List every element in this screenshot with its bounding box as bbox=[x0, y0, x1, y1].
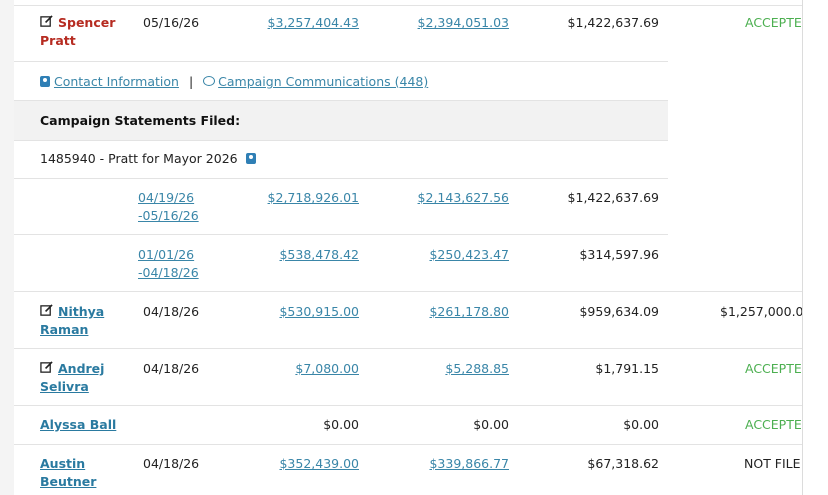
contributions-link[interactable]: $3,257,404.43 bbox=[267, 15, 359, 30]
row-divider bbox=[14, 291, 802, 292]
date-cell: 04/18/26 bbox=[143, 361, 200, 376]
candidates-table: Spencer Pratt 05/16/26 $3,257,404.43 $2,… bbox=[14, 0, 802, 495]
committee-name: 1485940 - Pratt for Mayor 2026 bbox=[40, 150, 256, 168]
link-separator: | bbox=[188, 74, 194, 89]
period-range-link[interactable]: 01/01/26 -04/18/26 bbox=[138, 247, 199, 280]
row-divider bbox=[14, 178, 668, 179]
candidate-name-cell: Andrej Selivra bbox=[40, 360, 104, 396]
contributions-link[interactable]: $352,439.00 bbox=[279, 456, 359, 471]
cash-cell: $1,791.15 bbox=[595, 361, 659, 376]
statements-header: Campaign Statements Filed: bbox=[14, 100, 668, 140]
expenditures-link[interactable]: $2,394,051.03 bbox=[417, 15, 509, 30]
candidate-name-link[interactable]: Nithya bbox=[58, 304, 105, 319]
contact-card-icon[interactable] bbox=[245, 153, 256, 164]
campaign-communications-link[interactable]: Campaign Communications (448) bbox=[218, 74, 429, 89]
cash-cell: $1,422,637.69 bbox=[567, 15, 659, 30]
contributions-cell: $0.00 bbox=[323, 417, 359, 432]
date-cell: 04/18/26 bbox=[143, 304, 200, 319]
row-divider bbox=[14, 5, 802, 6]
page-margin-left bbox=[0, 0, 14, 495]
period-range-link[interactable]: 04/19/26 -05/16/26 bbox=[138, 190, 199, 223]
row-divider bbox=[14, 100, 668, 101]
candidate-name-link[interactable]: Spencer bbox=[58, 15, 116, 30]
contact-card-icon bbox=[40, 76, 50, 87]
chat-bubble-icon bbox=[203, 76, 216, 86]
candidate-name-cell: Nithya Raman bbox=[40, 303, 104, 339]
cash-cell: $1,422,637.69 bbox=[567, 190, 659, 205]
cash-cell: $959,634.09 bbox=[579, 304, 659, 319]
row-divider bbox=[14, 234, 668, 235]
cash-cell: $0.00 bbox=[623, 417, 659, 432]
status-badge: ACCEPTE bbox=[745, 417, 802, 432]
candidate-last-name[interactable]: Raman bbox=[40, 322, 89, 337]
expenditures-link[interactable]: $339,866.77 bbox=[429, 456, 509, 471]
edit-icon[interactable] bbox=[40, 361, 53, 374]
candidate-name-link[interactable]: Austin bbox=[40, 456, 86, 471]
edit-icon[interactable] bbox=[40, 15, 53, 28]
row-divider bbox=[14, 444, 802, 445]
contact-information-link[interactable]: Contact Information bbox=[53, 74, 179, 89]
date-cell: 05/16/26 bbox=[143, 15, 200, 30]
contributions-link[interactable]: $2,718,926.01 bbox=[267, 190, 359, 205]
cash-cell: $67,318.62 bbox=[587, 456, 659, 471]
candidate-name-cell: Austin Beutner bbox=[40, 455, 96, 491]
status-badge: ACCEPTE bbox=[745, 15, 802, 30]
candidate-last-name[interactable]: Selivra bbox=[40, 379, 89, 394]
row-divider bbox=[14, 140, 668, 141]
status-badge: ACCEPTE bbox=[745, 361, 802, 376]
expenditures-link[interactable]: $2,143,627.56 bbox=[417, 190, 509, 205]
expenditures-link[interactable]: $250,423.47 bbox=[429, 247, 509, 262]
cash-cell: $314,597.96 bbox=[579, 247, 659, 262]
page-margin-right bbox=[802, 0, 828, 495]
edit-icon[interactable] bbox=[40, 304, 53, 317]
date-cell: 04/18/26 bbox=[143, 456, 200, 471]
expenditures-link[interactable]: $5,288.85 bbox=[445, 361, 509, 376]
statements-heading: Campaign Statements Filed: bbox=[40, 113, 241, 128]
candidate-last-name[interactable]: Beutner bbox=[40, 474, 97, 489]
candidate-name-link[interactable]: Alyssa Ball bbox=[40, 417, 117, 432]
row-divider bbox=[14, 348, 802, 349]
status-badge: NOT FILE bbox=[744, 456, 801, 471]
contributions-link[interactable]: $7,080.00 bbox=[295, 361, 359, 376]
candidate-name-link[interactable]: Andrej bbox=[58, 361, 105, 376]
extra-amount-cell: $1,257,000.0 bbox=[720, 304, 802, 319]
candidate-name-cell: Spencer Pratt bbox=[40, 14, 115, 50]
expenditures-cell: $0.00 bbox=[473, 417, 509, 432]
row-divider bbox=[14, 61, 668, 62]
contributions-link[interactable]: $530,915.00 bbox=[279, 304, 359, 319]
contributions-link[interactable]: $538,478.42 bbox=[279, 247, 359, 262]
row-divider bbox=[14, 405, 802, 406]
expenditures-link[interactable]: $261,178.80 bbox=[429, 304, 509, 319]
candidate-last-name[interactable]: Pratt bbox=[40, 33, 76, 48]
